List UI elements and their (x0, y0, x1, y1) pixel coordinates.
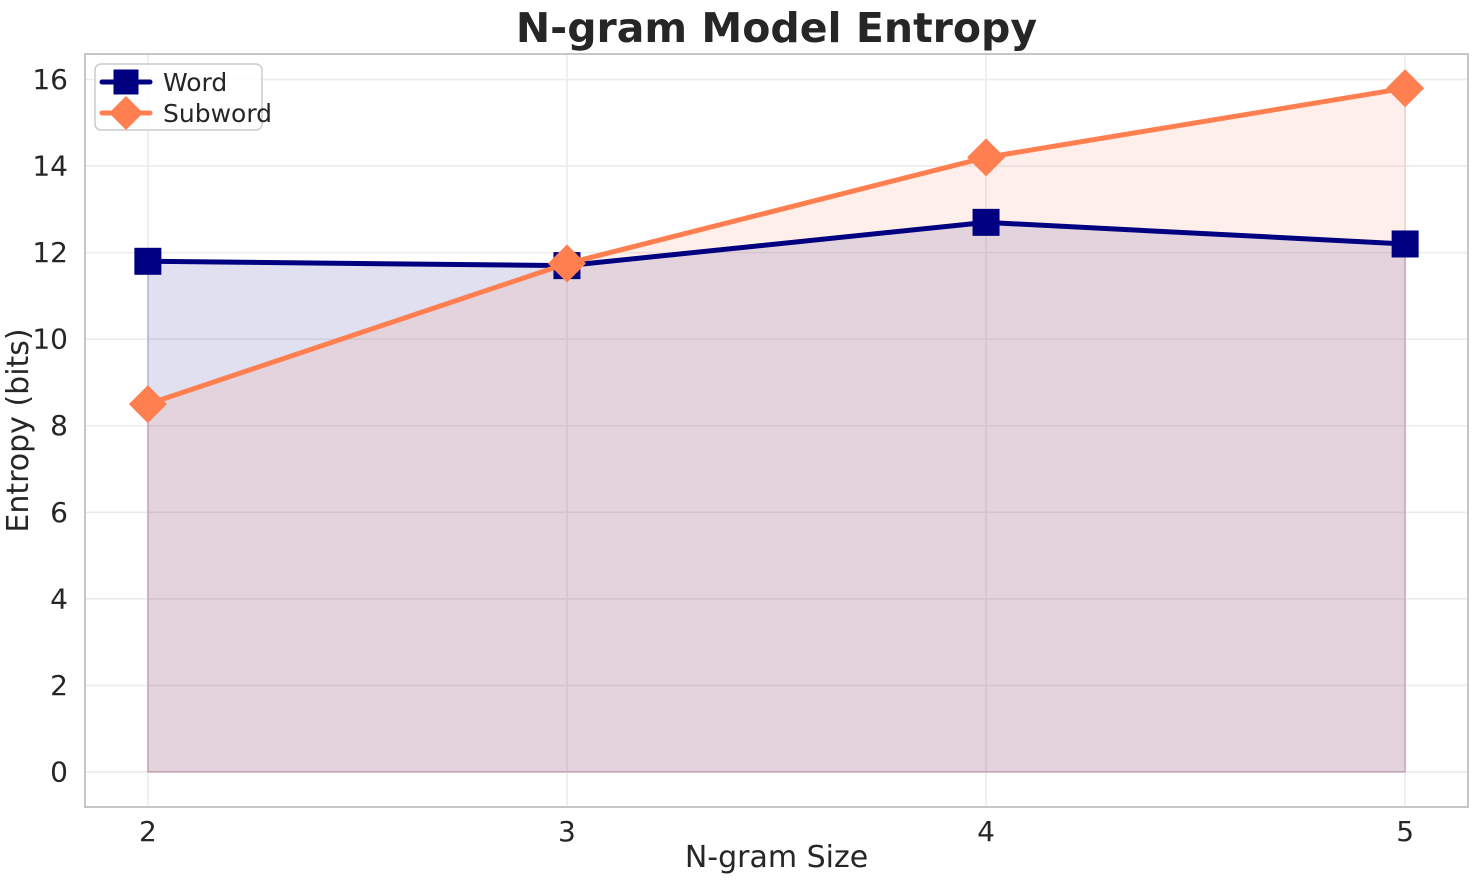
y-tick-label: 12 (32, 236, 68, 269)
y-tick-label: 6 (50, 496, 68, 529)
y-tick-label: 14 (32, 150, 68, 183)
marker-word (134, 247, 162, 275)
x-tick-label: 3 (558, 815, 576, 848)
y-tick-label: 4 (50, 582, 68, 615)
legend-item-word: Word (99, 68, 227, 97)
y-tick-label: 8 (50, 409, 68, 442)
chart-title: N-gram Model Entropy (516, 4, 1037, 52)
marker-word (972, 208, 1000, 236)
y-tick-label: 10 (32, 323, 68, 356)
plot-border (84, 53, 1469, 808)
x-axis-label: N-gram Size (685, 840, 868, 875)
y-tick-label: 16 (32, 63, 68, 96)
x-tick-label: 2 (139, 815, 157, 848)
x-tick-label: 5 (1396, 815, 1414, 848)
marker-subword (967, 138, 1006, 177)
gridlines (85, 54, 1468, 807)
tick-labels: 0 2 4 6 8 10 12 14 16 2 3 4 5 (32, 63, 1414, 848)
legend-label: Word (163, 68, 227, 97)
marker-subword (1386, 69, 1425, 108)
series-line-word (145, 219, 1408, 269)
marker-subword (547, 244, 586, 283)
series-line-subword (145, 85, 1408, 407)
y-tick-label: 2 (50, 669, 68, 702)
legend-item-subword: Subword (99, 96, 272, 130)
series-subword (128, 69, 1425, 424)
x-tick-label: 4 (977, 815, 995, 848)
legend-square-icon (113, 69, 139, 95)
y-axis-label: Entropy (bits) (1, 328, 36, 532)
marker-subword (128, 385, 167, 424)
y-tick-label: 0 (50, 755, 68, 788)
legend-diamond-icon (109, 96, 143, 130)
legend-label: Subword (163, 99, 272, 128)
marker-word (1391, 230, 1419, 258)
